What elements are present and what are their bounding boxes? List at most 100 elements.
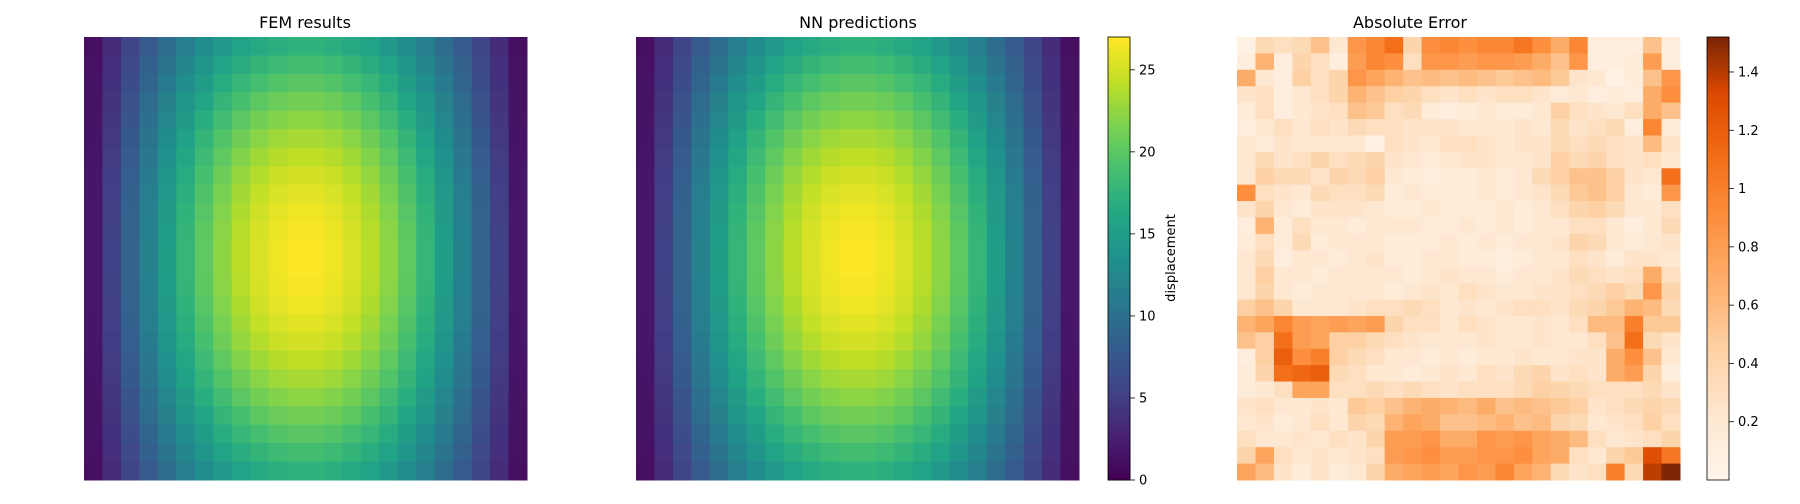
nn-cell [986,110,1006,130]
displacement-colorbar-gradient-step [1108,158,1131,164]
nn-cell [875,184,895,204]
error-cell [1495,315,1515,333]
error-cell [1329,250,1349,268]
nn-cell [1042,350,1062,370]
nn-cell [728,110,748,130]
error-cell [1440,332,1459,350]
nn-cell [783,276,803,296]
nn-cell [746,184,766,204]
nn-cell [1005,424,1025,444]
nn-cell [728,166,748,186]
fem-cell [342,461,362,481]
error-cell [1255,414,1275,432]
fem-cell [434,221,454,241]
nn-cell [636,184,655,204]
error-cell [1476,299,1496,317]
nn-cell [783,258,803,278]
nn-cell [912,332,932,352]
error-cell [1569,365,1589,383]
nn-cell [691,184,711,204]
error-cell [1587,151,1607,169]
error-cell [1347,365,1367,383]
fem-cell [416,37,436,56]
nn-cell [636,240,655,259]
fem-cell [194,129,214,149]
error-colorbar-gradient-step [1707,173,1730,178]
displacement-colorbar-gradient-step [1108,70,1131,75]
nn-cell [968,406,988,426]
fem-cell [342,443,362,463]
error-cell [1403,69,1423,87]
error-cell [1643,332,1663,350]
error-cell [1661,266,1681,284]
error-cell [1513,217,1533,235]
nn-cell [820,73,840,93]
error-cell [1273,102,1293,120]
nn-cell [765,369,785,389]
error-cell [1292,151,1312,169]
nn-cell [949,332,969,352]
nn-cell [765,110,785,130]
error-cell [1237,397,1256,415]
fem-cell [434,295,454,315]
nn-cell [672,350,692,370]
fem-cell [102,110,122,130]
fem-cell [360,387,380,407]
fem-cell [360,221,380,241]
error-cell [1384,151,1404,169]
nn-cell [894,332,914,352]
nn-cell [709,295,729,315]
nn-cell [968,92,988,112]
nn-cell [968,37,988,56]
error-cell [1237,430,1256,448]
error-cell [1661,233,1681,251]
nn-cell [709,387,729,407]
fem-cell [120,258,140,278]
nn-cell [1023,387,1043,407]
nn-cell [636,166,655,186]
fem-cell [213,203,233,223]
error-cell [1329,86,1349,104]
error-cell [1273,283,1293,301]
error-cell [1347,201,1367,218]
fem-cell [157,73,177,93]
nn-cell [1060,276,1080,296]
error-cell [1366,119,1386,136]
nn-cell [746,92,766,112]
fem-cell [176,240,196,259]
fem-cell [231,166,251,186]
fem-cell [250,369,270,389]
nn-cell [875,424,895,444]
error-cell [1606,53,1626,71]
fem-cell [213,129,233,149]
nn-cell [894,276,914,296]
fem-cell [508,73,528,93]
error-cell [1273,348,1293,366]
nn-cell [968,258,988,278]
error-cell [1661,168,1681,186]
nn-cell [746,406,766,426]
displacement-colorbar-gradient-step [1108,317,1131,322]
error-cell [1292,299,1312,317]
error-cell [1403,233,1423,251]
nn-cell [1060,350,1080,370]
error-cell [1624,381,1644,399]
fem-cell [379,350,399,370]
nn-cell [931,276,951,296]
fem-cell [102,37,122,56]
error-cell [1458,250,1478,268]
nn-cell [986,350,1006,370]
nn-cell [986,258,1006,278]
fem-cell [268,37,288,56]
fem-cell [305,37,325,56]
nn-cell [636,443,655,463]
nn-cell [1060,369,1080,389]
error-colorbar-gradient-step [1707,107,1730,112]
fem-cell [176,203,196,223]
nn-cell [1005,92,1025,112]
error-colorbar-gradient-step [1707,37,1730,42]
error-cell [1587,315,1607,333]
nn-cell [672,369,692,389]
error-cell [1292,365,1312,383]
fem-cell [360,443,380,463]
